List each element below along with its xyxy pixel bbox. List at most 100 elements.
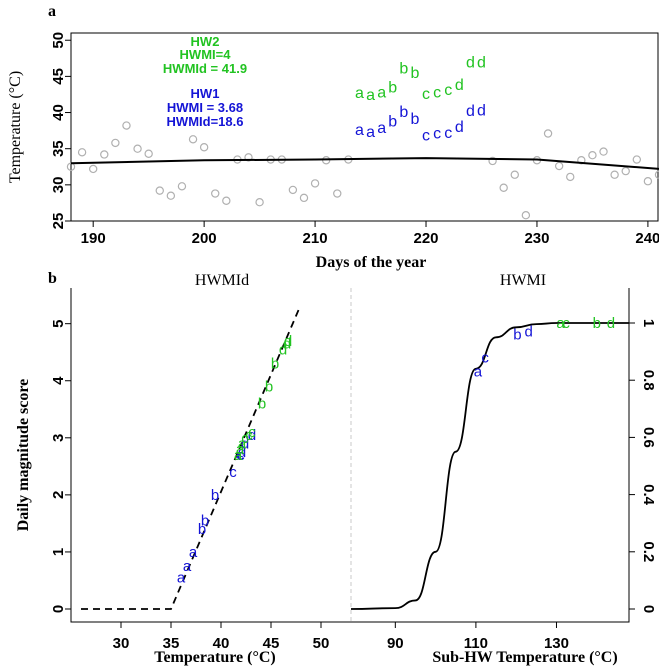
right-y-tick-label: 1 bbox=[640, 319, 657, 327]
hw1-point: d bbox=[455, 119, 464, 136]
right-y-tick-label: 0.6 bbox=[640, 427, 657, 448]
hw1-score-point: d bbox=[241, 436, 249, 453]
hw2-hwmid: HWMId = 41.9 bbox=[163, 61, 247, 76]
daily-temperature-point bbox=[543, 129, 553, 138]
hw1-hwmi-point: c bbox=[481, 349, 489, 366]
hw1-score-point: a bbox=[189, 544, 198, 561]
daily-temperature-point bbox=[632, 155, 642, 164]
left-frame bbox=[70, 288, 351, 623]
daily-temperature-point bbox=[510, 170, 519, 179]
hw2-point: c bbox=[433, 84, 441, 101]
y-tick-label: 40 bbox=[50, 104, 67, 121]
y-tick-label: 35 bbox=[50, 140, 67, 157]
daily-temperature-point bbox=[177, 182, 187, 191]
daily-temperature-point bbox=[310, 179, 320, 188]
hw2-score-point: a bbox=[238, 436, 247, 453]
daily-temperature-point bbox=[222, 196, 231, 205]
hw1-point: a bbox=[377, 120, 386, 137]
daily-temperature-point bbox=[100, 150, 109, 159]
y-tick-label: 45 bbox=[50, 68, 67, 85]
hw1-score-point: b bbox=[211, 487, 219, 504]
panel-a-ylabel: Temperature (°C) bbox=[7, 71, 24, 183]
panel-b-ylabel: Daily magnitude score bbox=[15, 379, 32, 532]
y-tick-label: 25 bbox=[50, 213, 67, 230]
daily-temperature-point bbox=[199, 143, 209, 152]
daily-temperature-point bbox=[621, 166, 630, 176]
hw2-point: d bbox=[466, 55, 475, 72]
hw1-score-point: d bbox=[238, 444, 246, 461]
daily-temperature-point bbox=[111, 138, 120, 148]
hw1-point: b bbox=[388, 113, 397, 130]
y-tick-label: 5 bbox=[50, 320, 67, 328]
panel-b-right-title: HWMI bbox=[500, 272, 546, 289]
hw1-point: c bbox=[422, 128, 430, 145]
panel-a-xlabel: Days of the year bbox=[316, 254, 427, 271]
hw1-score-point: b bbox=[198, 521, 206, 538]
x-tick-label: 200 bbox=[192, 230, 217, 247]
hw2-point: d bbox=[477, 55, 486, 72]
right-y-tick-label: 0.2 bbox=[640, 541, 657, 562]
hw1-point: c bbox=[444, 125, 452, 142]
hw2-point: c bbox=[422, 86, 430, 103]
hw2-point: b bbox=[388, 79, 397, 96]
daily-temperature-point bbox=[299, 193, 309, 203]
x-tick-label: 220 bbox=[414, 230, 439, 247]
hw1-point: b bbox=[399, 104, 408, 121]
daily-temperature-point bbox=[643, 177, 653, 186]
hw1-point: b bbox=[410, 111, 419, 128]
y-tick-label: 0 bbox=[50, 605, 67, 613]
hw2-point: c bbox=[444, 82, 452, 99]
daily-temperature-point bbox=[133, 144, 142, 153]
panel-b-label: b bbox=[48, 270, 57, 287]
x-tick-label: 40 bbox=[213, 635, 230, 652]
daily-temperature-point bbox=[255, 197, 264, 207]
daily-temperature-point bbox=[554, 161, 564, 171]
hw2-point: b bbox=[410, 65, 419, 82]
x-tick-label: 210 bbox=[303, 230, 328, 247]
hw1-point: a bbox=[366, 124, 375, 141]
daily-temperature-point bbox=[599, 147, 608, 156]
right-y-tick-label: 0.4 bbox=[640, 484, 657, 506]
hw1-score-point: c bbox=[237, 447, 245, 464]
hw2-point: a bbox=[377, 84, 386, 101]
panel-a-frame bbox=[70, 32, 659, 222]
panel-b-left-title: HWMId bbox=[195, 272, 249, 289]
panel-a-annotations: HW2 HWMI=4 HWMId = 41.9 HW1 HWMI = 3.68 … bbox=[163, 34, 247, 129]
hw1-score-point: d bbox=[248, 427, 256, 444]
threshold-curve bbox=[70, 157, 659, 170]
daily-temperature-point bbox=[566, 172, 575, 182]
hw2-hwmi-point: b bbox=[593, 315, 601, 332]
hw2-hwmi-point: d bbox=[607, 315, 615, 332]
x-tick-label: 110 bbox=[464, 635, 488, 652]
y-tick-label: 4 bbox=[50, 376, 67, 385]
hw1-hwmi: HWMI = 3.68 bbox=[167, 100, 243, 115]
hw1-hwmi-point: d bbox=[525, 324, 533, 341]
hw2-score-point: d bbox=[284, 333, 292, 350]
panel-b-left-xlabel: Temperature (°C) bbox=[154, 649, 275, 666]
hw1-score-point: c bbox=[236, 447, 244, 464]
daily-temperature-point bbox=[521, 211, 531, 220]
x-tick-label: 130 bbox=[544, 635, 569, 652]
right-frame bbox=[351, 288, 630, 623]
hw2-score-point: a bbox=[234, 447, 243, 464]
daily-temperature-point bbox=[77, 148, 87, 157]
x-tick-label: 50 bbox=[313, 635, 330, 652]
hw2-score-point: b bbox=[271, 356, 279, 373]
hw2-point: a bbox=[355, 85, 364, 102]
x-tick-label: 240 bbox=[635, 230, 659, 247]
panel-a-label: a bbox=[48, 3, 56, 20]
hw2-score-point: c bbox=[241, 430, 249, 447]
hw1-score-point: b bbox=[201, 513, 209, 530]
hw2-score-point: b bbox=[258, 396, 266, 413]
x-tick-label: 45 bbox=[263, 635, 280, 652]
daily-temperature-point bbox=[588, 150, 597, 160]
hw2-hwmi-point: a bbox=[556, 315, 565, 332]
x-tick-label: 90 bbox=[387, 635, 404, 652]
hw2-point: a bbox=[366, 87, 375, 104]
daily-temperature-point bbox=[122, 121, 131, 130]
y-tick-label: 2 bbox=[50, 491, 67, 499]
daily-temperature-point bbox=[188, 135, 198, 144]
